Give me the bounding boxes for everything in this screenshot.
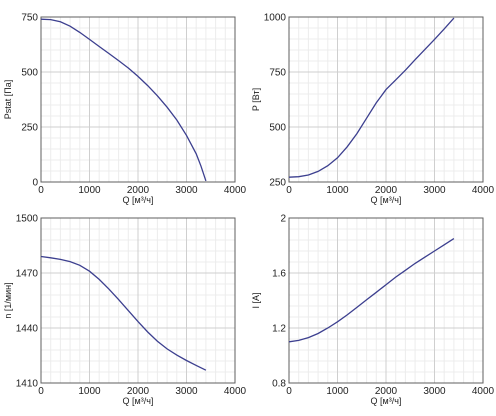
x-tick-label: 2000 — [375, 386, 398, 397]
x-tick-label: 0 — [286, 386, 292, 397]
current-y-axis-label: I [A] — [251, 292, 261, 308]
x-tick-label: 2000 — [127, 185, 150, 196]
y-tick-label: 1440 — [16, 324, 39, 335]
current-curve — [288, 238, 455, 343]
pressure-chart: 0 1000 2000 3000 4000 0 250 500 750 Q [м³/ч] Pstat… — [3, 13, 247, 206]
power-y-axis-label: P [Вт] — [251, 88, 261, 111]
y-tick-label: 500 — [21, 68, 38, 79]
y-tick-label: 1470 — [16, 269, 39, 280]
pressure-y-axis-label: Pstat [Па] — [3, 80, 13, 120]
pressure-plot-frame — [40, 16, 236, 183]
x-tick-label: 1000 — [78, 386, 101, 397]
speed-y-axis-label: n [1/мин] — [3, 282, 13, 318]
power-x-axis-label: Q [м³/ч] — [371, 195, 402, 205]
y-tick-label: 250 — [21, 123, 38, 134]
x-tick-label: 4000 — [472, 386, 495, 397]
y-tick-label: 250 — [269, 178, 286, 189]
y-tick-label: 0.8 — [272, 379, 286, 390]
x-tick-label: 4000 — [224, 386, 247, 397]
speed-chart: 0 1000 2000 3000 4000 1410 1440 1470 1500 Q [м³/ч… — [3, 214, 247, 407]
y-tick-label: 750 — [269, 68, 286, 79]
x-tick-label: 3000 — [423, 185, 446, 196]
x-tick-label: 2000 — [127, 386, 150, 397]
y-tick-label: 1410 — [16, 379, 39, 390]
current-x-axis-label: Q [м³/ч] — [371, 396, 402, 406]
pressure-curve — [40, 18, 207, 182]
speed-x-axis-label: Q [м³/ч] — [123, 396, 154, 406]
x-tick-label: 0 — [286, 185, 292, 196]
y-tick-label: 1500 — [16, 214, 39, 225]
x-tick-label: 4000 — [224, 185, 247, 196]
y-tick-label: 2 — [280, 214, 286, 225]
power-plot-frame — [288, 16, 484, 183]
x-tick-label: 3000 — [423, 386, 446, 397]
x-tick-label: 3000 — [175, 386, 198, 397]
current-plot-frame — [288, 217, 484, 384]
x-tick-label: 0 — [38, 185, 44, 196]
y-tick-label: 750 — [21, 13, 38, 24]
speed-curve — [40, 255, 207, 371]
x-tick-label: 2000 — [375, 185, 398, 196]
x-tick-label: 1000 — [78, 185, 101, 196]
x-tick-label: 3000 — [175, 185, 198, 196]
x-tick-label: 4000 — [472, 185, 495, 196]
y-tick-label: 1000 — [264, 13, 287, 24]
power-curve — [288, 17, 455, 178]
y-tick-label: 1.6 — [272, 269, 286, 280]
y-tick-label: 500 — [269, 123, 286, 134]
current-chart: 0 1000 2000 3000 4000 0.8 1.2 1.6 2 Q [м³/ч] I [A] — [251, 214, 495, 407]
x-tick-label: 1000 — [326, 386, 349, 397]
power-chart: 0 1000 2000 3000 4000 250 500 750 1000 Q [м³/ч] P … — [251, 13, 495, 206]
pressure-x-axis-label: Q [м³/ч] — [123, 195, 154, 205]
y-tick-label: 0 — [32, 178, 38, 189]
x-tick-label: 1000 — [326, 185, 349, 196]
speed-plot-frame — [40, 217, 236, 384]
y-tick-label: 1.2 — [272, 324, 286, 335]
x-tick-label: 0 — [38, 386, 44, 397]
